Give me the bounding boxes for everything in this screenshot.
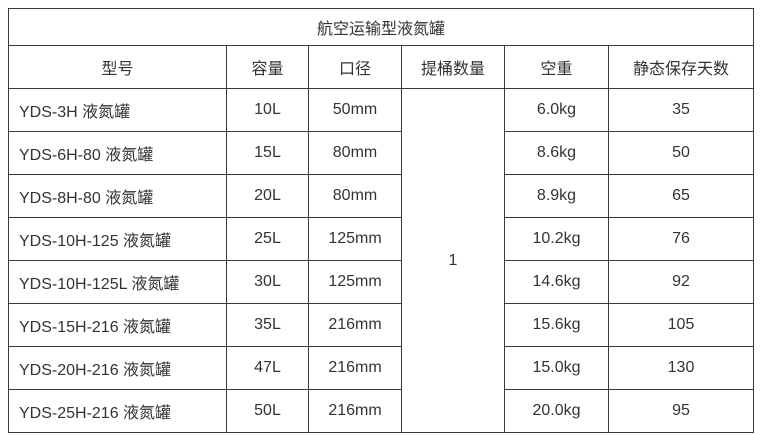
cell-bucket-quantity: 1 (401, 88, 505, 433)
cell-storage-days: 92 (607, 260, 755, 304)
cell-diameter: 125mm (308, 260, 402, 304)
cell-storage-days: 130 (607, 346, 755, 390)
column-header-storage-days: 静态保存天数 (607, 45, 755, 89)
table-row: YDS-25H-216 液氮罐 50L 216mm 20.0kg 95 (8, 389, 755, 433)
cell-capacity: 15L (226, 131, 309, 175)
cell-empty-weight: 14.6kg (504, 260, 609, 304)
cell-capacity: 25L (226, 217, 309, 261)
cell-storage-days: 105 (607, 303, 755, 347)
cell-model: YDS-3H 液氮罐 (8, 88, 227, 132)
column-header-empty-weight: 空重 (504, 45, 609, 89)
column-header-model: 型号 (8, 45, 227, 89)
table-row: YDS-8H-80 液氮罐 20L 80mm 8.9kg 65 (8, 174, 755, 218)
cell-empty-weight: 10.2kg (504, 217, 609, 261)
table-row: YDS-3H 液氮罐 10L 50mm 1 6.0kg 35 (8, 88, 755, 433)
cell-model: YDS-10H-125L 液氮罐 (8, 260, 227, 304)
cell-storage-days: 76 (607, 217, 755, 261)
cell-empty-weight: 15.6kg (504, 303, 609, 347)
table-row: YDS-10H-125 液氮罐 25L 125mm 10.2kg 76 (8, 217, 755, 261)
column-header-diameter: 口径 (308, 45, 402, 89)
cell-capacity: 47L (226, 346, 309, 390)
table-row: YDS-6H-80 液氮罐 15L 80mm 8.6kg 50 (8, 131, 755, 175)
column-header-bucket-quantity: 提桶数量 (401, 45, 505, 89)
cell-model: YDS-20H-216 液氮罐 (8, 346, 227, 390)
cell-model: YDS-10H-125 液氮罐 (8, 217, 227, 261)
cell-capacity: 50L (226, 389, 309, 433)
ln2-tank-spec-table: 航空运输型液氮罐 型号 容量 口径 提桶数量 空重 静态保存天数 YDS-3H … (7, 8, 755, 433)
cell-diameter: 80mm (308, 131, 402, 175)
cell-model: YDS-6H-80 液氮罐 (8, 131, 227, 175)
cell-capacity: 10L (226, 88, 309, 132)
cell-diameter: 80mm (308, 174, 402, 218)
table-row: YDS-10H-125L 液氮罐 30L 125mm 14.6kg 92 (8, 260, 755, 304)
cell-diameter: 216mm (308, 389, 402, 433)
cell-diameter: 216mm (308, 346, 402, 390)
cell-empty-weight: 20.0kg (504, 389, 609, 433)
cell-capacity: 20L (226, 174, 309, 218)
cell-diameter: 216mm (308, 303, 402, 347)
table-row: YDS-15H-216 液氮罐 35L 216mm 15.6kg 105 (8, 303, 755, 347)
cell-diameter: 125mm (308, 217, 402, 261)
cell-capacity: 30L (226, 260, 309, 304)
cell-capacity: 35L (226, 303, 309, 347)
cell-empty-weight: 6.0kg (504, 88, 609, 132)
cell-storage-days: 65 (607, 174, 755, 218)
table-title-row: 航空运输型液氮罐 (7, 8, 755, 46)
column-header-capacity: 容量 (226, 45, 309, 89)
cell-empty-weight: 8.6kg (504, 131, 609, 175)
cell-storage-days: 35 (607, 88, 755, 132)
table-title: 航空运输型液氮罐 (7, 8, 755, 46)
cell-model: YDS-25H-216 液氮罐 (8, 389, 227, 433)
cell-empty-weight: 15.0kg (504, 346, 609, 390)
cell-empty-weight: 8.9kg (504, 174, 609, 218)
table-row: YDS-20H-216 液氮罐 47L 216mm 15.0kg 130 (8, 346, 755, 390)
cell-storage-days: 50 (607, 131, 755, 175)
cell-storage-days: 95 (607, 389, 755, 433)
cell-diameter: 50mm (308, 88, 402, 132)
table-header-row: 型号 容量 口径 提桶数量 空重 静态保存天数 (8, 45, 755, 89)
cell-model: YDS-15H-216 液氮罐 (8, 303, 227, 347)
cell-model: YDS-8H-80 液氮罐 (8, 174, 227, 218)
